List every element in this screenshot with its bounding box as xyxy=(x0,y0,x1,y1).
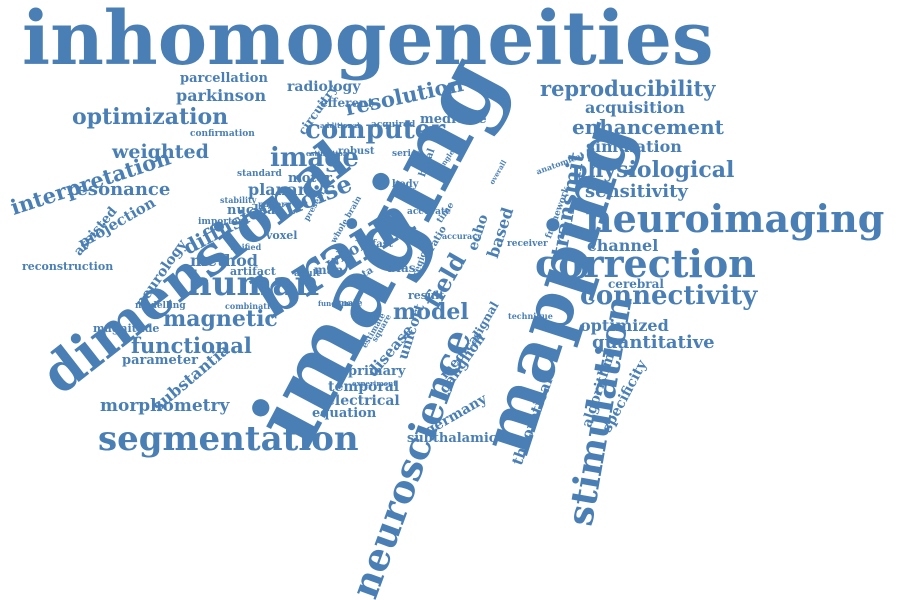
word-109: accurate xyxy=(407,207,451,217)
word-16: image xyxy=(270,143,359,173)
word-23: physiological xyxy=(572,157,735,183)
word-62: planar xyxy=(248,180,307,199)
word-17: magnetic xyxy=(163,306,278,332)
word-93: map xyxy=(314,263,343,277)
word-30: parcellation xyxy=(180,71,268,86)
word-95: function xyxy=(318,299,352,308)
word-53: primary xyxy=(348,364,406,379)
word-8: correction xyxy=(535,241,756,286)
word-76: modelling xyxy=(135,301,186,311)
word-49: parameter xyxy=(122,353,198,368)
word-7: neuroimaging xyxy=(585,196,885,241)
word-27: resonance xyxy=(67,179,171,200)
word-47: morphometry xyxy=(100,396,230,416)
word-94: combination xyxy=(225,301,282,311)
word-12: reproducibility xyxy=(540,76,716,101)
word-58: subthalamic xyxy=(407,431,497,446)
word-64: motor xyxy=(288,171,332,186)
word-83: acquired xyxy=(371,120,416,130)
word-13: computer xyxy=(305,115,446,145)
word-29: parkinson xyxy=(176,86,267,105)
word-75: magnitude xyxy=(93,322,160,335)
word-98: receiver xyxy=(507,239,548,249)
word-22: acquisition xyxy=(585,98,685,117)
word-82: robust xyxy=(338,146,375,157)
word-77: artifact xyxy=(230,265,276,278)
word-79: stability xyxy=(220,195,257,205)
word-33: medicine xyxy=(420,112,487,127)
word-45: optimized xyxy=(580,316,669,335)
word-24: sensitivity xyxy=(585,181,688,202)
word-72: series xyxy=(392,149,422,159)
word-52: equation xyxy=(312,406,377,421)
word-68: bias xyxy=(388,261,416,275)
word-105: zone xyxy=(398,229,419,239)
word-50: temporal xyxy=(328,379,400,395)
word-28: weighted xyxy=(112,141,209,163)
word-21: enhancement xyxy=(572,115,724,139)
word-84: additional xyxy=(320,121,360,130)
word-25: simulation xyxy=(586,137,682,156)
word-51: electrical xyxy=(326,393,400,409)
word-74: body xyxy=(392,179,419,190)
word-71: result xyxy=(408,289,445,302)
word-78: standard xyxy=(237,169,282,179)
word-31: radiology xyxy=(287,79,361,95)
word-90: male xyxy=(338,299,363,309)
word-15: optimization xyxy=(72,104,229,130)
word-0: inhomogeneities xyxy=(22,0,714,82)
word-42: model xyxy=(393,299,469,325)
word-69: fast xyxy=(372,239,394,250)
word-32: efferent xyxy=(320,96,374,110)
word-65: voxel xyxy=(266,229,298,242)
word-107: accuracy xyxy=(442,231,482,241)
word-44: cerebral xyxy=(608,277,664,291)
word-91: adult xyxy=(294,269,321,279)
word-99: technique xyxy=(508,311,553,321)
word-38: reconstruction xyxy=(22,260,114,273)
word-11: connectivity xyxy=(580,281,758,311)
word-10: human xyxy=(187,264,320,304)
word-46: quantitative xyxy=(592,332,715,353)
word-87: pattern xyxy=(258,199,292,209)
word-40: method xyxy=(190,251,258,270)
word-9: segmentation xyxy=(98,419,359,459)
word-63: nuclear xyxy=(227,203,283,218)
word-18: functional xyxy=(131,333,252,358)
word-43: channel xyxy=(587,236,659,255)
word-80: confirmation xyxy=(190,129,255,139)
word-110: overall xyxy=(487,158,509,186)
word-67: based xyxy=(483,204,518,261)
word-102: experiment xyxy=(352,379,397,388)
word-89: unified xyxy=(230,242,262,252)
word-85: estimation xyxy=(306,149,348,158)
word-86: important xyxy=(198,217,249,227)
